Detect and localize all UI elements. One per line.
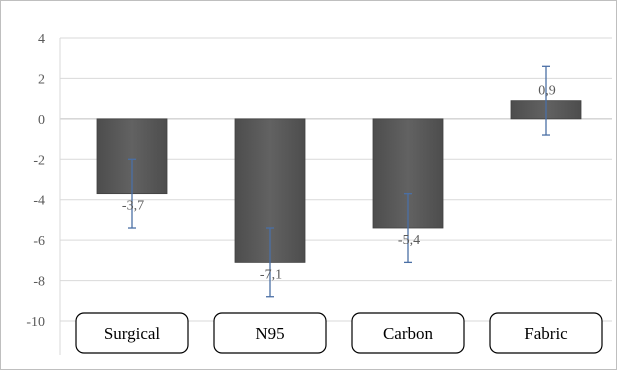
category-labels: Surgical N95 Carbon Fabric — [75, 312, 603, 354]
y-axis-ticks: 4 2 0 -2 -4 -6 -8 -10 — [26, 32, 45, 330]
category-label: Carbon — [383, 324, 434, 343]
gridlines — [59, 37, 612, 355]
y-tick-label: -8 — [33, 275, 45, 290]
data-label: -7,1 — [260, 267, 282, 282]
category-box — [351, 312, 465, 354]
data-labels: -3,7 -7,1 -5,4 0,9 — [122, 84, 556, 283]
category-box — [75, 312, 189, 354]
y-tick-label: -2 — [33, 153, 45, 168]
category-box — [489, 312, 603, 354]
y-tick-label: -10 — [26, 315, 45, 330]
y-tick-label: 0 — [38, 113, 45, 128]
category-label: Fabric — [524, 324, 568, 343]
y-tick-label: 2 — [38, 72, 45, 87]
category-label: N95 — [255, 324, 284, 343]
bars — [96, 100, 582, 263]
data-label: -3,7 — [122, 199, 144, 214]
y-tick-label: 4 — [38, 32, 45, 47]
y-tick-label: -4 — [33, 194, 45, 209]
y-tick-label: -6 — [33, 234, 45, 249]
error-bars — [128, 65, 550, 298]
data-label: 0,9 — [538, 84, 556, 99]
category-label: Surgical — [104, 324, 161, 343]
category-box — [213, 312, 327, 354]
data-label: -5,4 — [398, 233, 420, 248]
